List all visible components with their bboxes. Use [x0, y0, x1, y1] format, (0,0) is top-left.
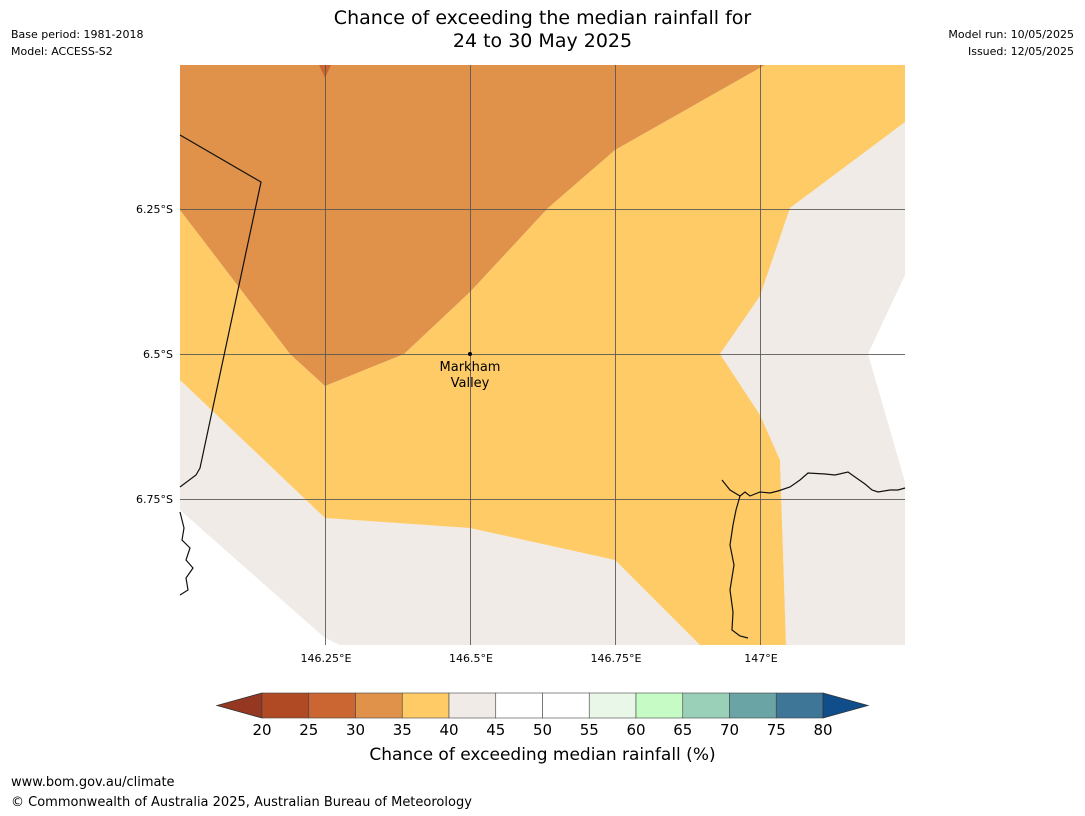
colorbar-tick-label: 35: [393, 721, 412, 739]
title-line-2: 24 to 30 May 2025: [452, 30, 633, 52]
footer-copyright: © Commonwealth of Australia 2025, Austra…: [11, 795, 472, 810]
region-30-35: [180, 65, 765, 386]
place-name-line-1: Markham: [440, 360, 501, 375]
colorbar-tick-label: 70: [720, 721, 739, 739]
colorbar-bin: [729, 692, 777, 719]
place-marker: [468, 352, 472, 356]
colorbar-bin: [588, 692, 637, 719]
lat-label: 6.5°S: [143, 348, 173, 361]
colorbar-tick-label: 25: [299, 721, 318, 739]
region-40-45: [180, 380, 700, 645]
colorbar-tick-label: 55: [580, 721, 599, 739]
river-east: [721, 471, 906, 497]
colorbar-ticks: 20 25 30 35 40 45 50 55 60 65 70 75 80: [252, 721, 832, 739]
colorbar-tick-label: 50: [533, 721, 552, 739]
colorbar-tick-label: 60: [626, 721, 645, 739]
colorbar-bin: [635, 692, 684, 719]
place-name-line-2: Valley: [451, 376, 490, 391]
footer-url: www.bom.gov.au/climate: [11, 775, 175, 790]
river-branch: [729, 495, 749, 639]
colorbar-bin: [355, 692, 403, 719]
colorbar-bin: [401, 692, 450, 719]
map-title: Chance of exceeding the median rainfall …: [0, 7, 1085, 53]
lat-label: 6.75°S: [136, 493, 173, 506]
map-panel: Markham Valley: [179, 65, 906, 645]
colorbar: 20 25 30 35 40 45 50 55 60 65 70 75 80: [215, 692, 870, 739]
coastline-west: [179, 511, 194, 596]
model-run: Model run: 10/05/2025: [948, 28, 1074, 41]
model-name: Model: ACCESS-S2: [11, 45, 113, 58]
colorbar-bin: [682, 692, 730, 719]
lon-label: 146.25°E: [301, 652, 352, 665]
lon-label: 147°E: [744, 652, 777, 665]
no-data-corner: [180, 510, 340, 645]
colorbar-tick-label: 30: [346, 721, 365, 739]
region-40-45-east: [720, 122, 905, 645]
colorbar-bin: [261, 692, 310, 719]
colorbar-tick-label: 45: [486, 721, 505, 739]
colorbar-bins: [261, 692, 824, 719]
issued-date: Issued: 12/05/2025: [967, 45, 1074, 58]
lon-label: 146.5°E: [449, 652, 493, 665]
meta-left: Base period: 1981-2018 Model: ACCESS-S2: [11, 26, 143, 60]
colorbar-bin: [308, 692, 356, 719]
colorbar-bin: [448, 692, 497, 719]
boundary-line: [179, 134, 262, 488]
colorbar-over-arrow: [822, 692, 870, 719]
base-period: Base period: 1981-2018: [11, 28, 144, 41]
boundaries: [179, 134, 906, 639]
meta-right: Model run: 10/05/2025 Issued: 12/05/2025: [948, 26, 1074, 60]
colorbar-under-arrow: [215, 692, 263, 719]
colorbar-bin: [495, 692, 543, 719]
colorbar-bin: [542, 692, 590, 719]
colorbar-tick-label: 20: [252, 721, 271, 739]
colorbar-bin: [775, 692, 824, 719]
lon-label: 146.75°E: [591, 652, 642, 665]
colorbar-tick-label: 40: [439, 721, 458, 739]
colorbar-tick-label: 65: [673, 721, 692, 739]
colorbar-tick-label: 80: [813, 721, 832, 739]
colorbar-title: Chance of exceeding median rainfall (%): [369, 745, 716, 765]
title-line-1: Chance of exceeding the median rainfall …: [333, 7, 752, 29]
colorbar-tick-label: 75: [767, 721, 786, 739]
lat-label: 6.25°S: [136, 203, 173, 216]
